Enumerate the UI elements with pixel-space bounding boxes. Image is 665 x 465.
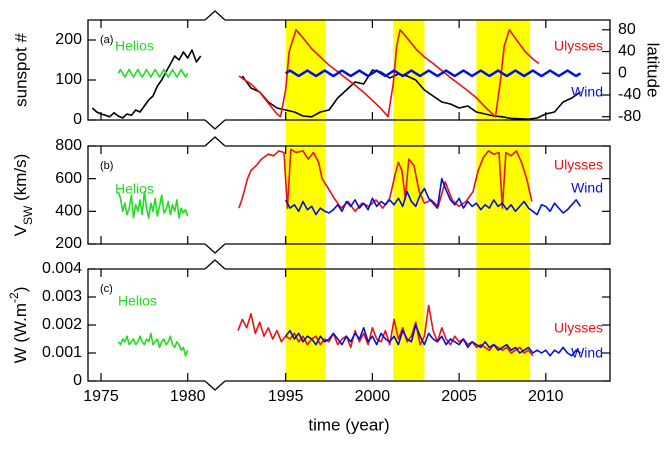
series-line	[238, 148, 533, 213]
y-tick-label: 400	[55, 203, 82, 220]
y-axis-label-part: W (W.m	[11, 303, 30, 363]
axis-frame	[87, 19, 611, 121]
series-line	[117, 68, 189, 78]
x-tick-label: 1995	[268, 388, 304, 405]
axis-frame	[87, 268, 611, 382]
series-line	[117, 332, 189, 357]
x-tick-label: 2000	[355, 388, 391, 405]
y-tick-label: 100	[55, 71, 82, 88]
legend-label: Ulysses	[554, 157, 603, 173]
x-tick-label: 2005	[441, 388, 477, 405]
panel-label: (a)	[100, 34, 113, 46]
y-tick-label: 600	[55, 170, 82, 187]
y2-axis-label: latitude	[644, 43, 663, 98]
y2-tick-label: 0	[618, 64, 627, 81]
axis-break	[204, 136, 226, 254]
y-axis-label: VSW (km/s)	[11, 154, 35, 237]
y-tick-label: 0.002	[42, 316, 82, 333]
y-tick-label: 0.003	[42, 288, 82, 305]
legend-label: Wind	[571, 345, 603, 361]
series-line	[285, 69, 582, 78]
y-axis-label-part: (km/s)	[11, 154, 30, 206]
y-tick-label: 0	[73, 372, 82, 389]
panel-label: (b)	[100, 160, 113, 172]
y-axis-label-part: )	[11, 287, 30, 293]
y-axis-label: sunspot #	[11, 33, 30, 107]
axis-frame	[87, 145, 611, 245]
axis-break	[204, 10, 226, 130]
axis-break	[204, 259, 226, 391]
y-axis-label: W (W.m-2)	[7, 287, 30, 364]
y-axis-label-part: V	[11, 224, 30, 236]
y2-tick-label: -40	[618, 86, 641, 103]
series-line	[117, 190, 189, 219]
legend-label: Wind	[571, 84, 603, 100]
shaded-span	[285, 20, 326, 381]
legend-label: Helios	[115, 181, 154, 197]
series-line	[237, 304, 534, 357]
series-line	[238, 29, 540, 118]
legend-label: Ulysses	[554, 320, 603, 336]
x-tick-label: 1975	[83, 388, 119, 405]
y-tick-label: 200	[55, 235, 82, 252]
y2-tick-label: -80	[618, 108, 641, 125]
y2-tick-label: 40	[618, 43, 636, 60]
y-tick-label: 0.001	[42, 344, 82, 361]
panel-label: (c)	[100, 283, 113, 295]
y2-tick-label: 80	[618, 21, 636, 38]
series-line	[285, 324, 581, 357]
y-tick-label: 0.004	[42, 260, 82, 277]
legend-label: Ulysses	[554, 38, 603, 54]
y-tick-label: 800	[55, 137, 82, 154]
y-axis-label-part: SW	[21, 205, 35, 225]
legend-label: Wind	[571, 180, 603, 196]
y-tick-label: 200	[55, 31, 82, 48]
y-tick-label: 0	[73, 111, 82, 128]
x-axis-label: time (year)	[308, 415, 389, 434]
x-tick-label: 2010	[528, 388, 564, 405]
y-axis-label-part: -2	[7, 292, 21, 303]
series-line	[284, 177, 582, 216]
legend-label: Helios	[115, 38, 154, 54]
legend-label: Helios	[118, 293, 157, 309]
series-line	[91, 49, 581, 120]
x-tick-label: 1980	[170, 388, 206, 405]
shaded-span	[393, 20, 425, 381]
